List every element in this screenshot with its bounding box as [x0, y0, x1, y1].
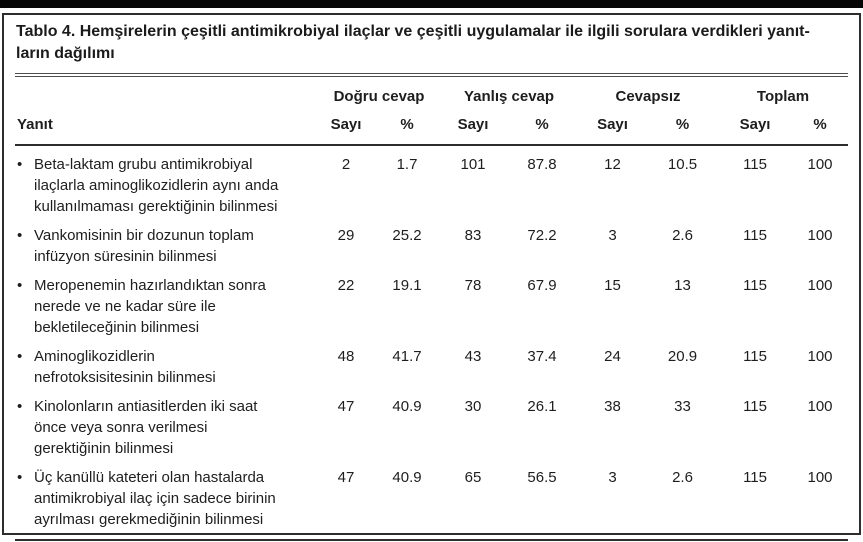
bullet-icon: • [17, 348, 23, 365]
table-row: • Meropenemin hazırlandıktan sonra nered… [15, 267, 848, 338]
subheader-toplam-sayi: Sayı [718, 107, 793, 146]
cell-toplam-pct: 100 [807, 469, 833, 486]
column-group-header-row: Doğru cevap Yanlış cevap Cevapsız Toplam [15, 77, 848, 107]
cell-dogru-sayi: 48 [337, 348, 355, 365]
cell-toplam-sayi: 115 [743, 398, 767, 415]
subheader-yanlis-pct: % [506, 107, 579, 146]
cell-dogru-sayi: 29 [337, 227, 355, 244]
subheader-dogru-sayi: Sayı [318, 107, 374, 146]
cell-cevapsiz-pct: 10.5 [667, 156, 698, 173]
title-separator-double-rule [15, 73, 848, 77]
cell-cevapsiz-pct: 33 [674, 398, 691, 415]
cell-dogru-pct: 40.9 [392, 398, 422, 415]
cell-yanlis-pct: 56.5 [527, 469, 557, 486]
group-header-spacer [15, 77, 318, 107]
page-top-rule [0, 0, 863, 8]
cell-dogru-sayi: 47 [337, 469, 355, 486]
cell-toplam-sayi: 115 [743, 277, 767, 294]
row-label-cell: • Vankomisinin bir dozunun toplam infüzy… [15, 217, 318, 267]
row-label-cell: • Aminoglikozidlerin nefrotoksisitesinin… [15, 338, 318, 388]
row-label: Meropenemin hazırlandıktan sonra nerede … [34, 277, 266, 336]
cell-toplam-sayi: 115 [743, 227, 767, 244]
row-label: Aminoglikozidlerin nefrotoksisitesinin b… [34, 348, 216, 386]
group-header-cevapsiz: Cevapsız [615, 88, 681, 105]
row-label-cell: • Beta-laktam grubu antimikrobiyal ilaçl… [15, 145, 318, 217]
cell-toplam-pct: 100 [807, 277, 833, 294]
cell-cevapsiz-pct: 13 [674, 277, 691, 294]
cell-cevapsiz-pct: 20.9 [667, 348, 698, 365]
row-label: Üç kanüllü kateteri olan hastalarda anti… [34, 469, 276, 528]
cell-yanlis-sayi: 65 [464, 469, 482, 486]
cell-dogru-pct: 25.2 [392, 227, 422, 244]
column-subheader-row: Yanıt Sayı % Sayı % Sayı % Sayı % [15, 107, 848, 146]
subheader-yanlis-sayi: Sayı [440, 107, 507, 146]
table-row: • Aminoglikozidlerin nefrotoksisitesinin… [15, 338, 848, 388]
cell-cevapsiz-sayi: 12 [604, 156, 621, 173]
cell-yanlis-sayi: 101 [460, 156, 486, 173]
row-label: Vankomisinin bir dozunun toplam infüzyon… [34, 227, 254, 265]
cell-yanlis-pct: 26.1 [527, 398, 557, 415]
table-row: • Vankomisinin bir dozunun toplam infüzy… [15, 217, 848, 267]
bullet-icon: • [17, 227, 23, 244]
row-label-cell: • Kinolonların antiasitlerden iki saat ö… [15, 388, 318, 459]
cell-cevapsiz-pct: 2.6 [672, 227, 693, 244]
cell-dogru-pct: 41.7 [392, 348, 422, 365]
cell-yanlis-sayi: 30 [464, 398, 482, 415]
bullet-icon: • [17, 469, 23, 486]
cell-toplam-pct: 100 [807, 398, 833, 415]
cell-cevapsiz-pct: 2.6 [672, 469, 693, 486]
cell-dogru-sayi: 2 [341, 156, 351, 173]
cell-dogru-pct: 1.7 [396, 156, 418, 173]
group-header-toplam: Toplam [756, 88, 810, 105]
cell-cevapsiz-sayi: 3 [608, 227, 617, 244]
cell-dogru-pct: 19.1 [392, 277, 422, 294]
cell-toplam-pct: 100 [807, 227, 833, 244]
group-header-yanlis-cevap: Yanlış cevap [463, 88, 555, 105]
row-label: Beta-laktam grubu antimikrobiyal ilaçlar… [34, 156, 279, 215]
cell-toplam-pct: 100 [807, 348, 833, 365]
cell-yanlis-sayi: 78 [464, 277, 482, 294]
bullet-icon: • [17, 156, 23, 173]
cell-cevapsiz-sayi: 15 [604, 277, 621, 294]
subheader-toplam-pct: % [792, 107, 848, 146]
cell-dogru-sayi: 22 [337, 277, 355, 294]
row-label-cell: • Üç kanüllü kateteri olan hastalarda an… [15, 459, 318, 540]
data-table: Doğru cevap Yanlış cevap Cevapsız Toplam… [15, 77, 848, 541]
column-header-yanit: Yanıt [15, 107, 318, 146]
row-label: Kinolonların antiasitlerden iki saat önc… [34, 398, 258, 457]
subheader-cevapsiz-sayi: Sayı [578, 107, 648, 146]
cell-cevapsiz-sayi: 3 [608, 469, 617, 486]
cell-dogru-sayi: 47 [337, 398, 355, 415]
cell-toplam-pct: 100 [807, 156, 833, 173]
bullet-icon: • [17, 398, 23, 415]
bullet-icon: • [17, 277, 23, 294]
table-frame: Tablo 4. Hemşirelerin çeşitli antimikrob… [2, 13, 861, 540]
cell-yanlis-sayi: 83 [464, 227, 482, 244]
cell-toplam-sayi: 115 [743, 348, 767, 365]
group-header-dogru-cevap: Doğru cevap [333, 88, 425, 105]
cell-toplam-sayi: 115 [743, 469, 767, 486]
table-title: Tablo 4. Hemşirelerin çeşitli antimikrob… [16, 23, 810, 62]
table-row: • Kinolonların antiasitlerden iki saat ö… [15, 388, 848, 459]
table-body: • Beta-laktam grubu antimikrobiyal ilaçl… [15, 145, 848, 540]
cell-yanlis-pct: 37.4 [527, 348, 557, 365]
cell-cevapsiz-sayi: 38 [604, 398, 621, 415]
subheader-cevapsiz-pct: % [647, 107, 719, 146]
row-label-cell: • Meropenemin hazırlandıktan sonra nered… [15, 267, 318, 338]
cell-yanlis-pct: 67.9 [527, 277, 557, 294]
cell-dogru-pct: 40.9 [392, 469, 422, 486]
cell-cevapsiz-sayi: 24 [604, 348, 621, 365]
table-row: • Beta-laktam grubu antimikrobiyal ilaçl… [15, 145, 848, 217]
subheader-dogru-pct: % [374, 107, 441, 146]
cell-yanlis-sayi: 43 [464, 348, 482, 365]
cell-yanlis-pct: 72.2 [527, 227, 557, 244]
cell-toplam-sayi: 115 [743, 156, 767, 173]
cell-yanlis-pct: 87.8 [527, 156, 557, 173]
table-row: • Üç kanüllü kateteri olan hastalarda an… [15, 459, 848, 540]
